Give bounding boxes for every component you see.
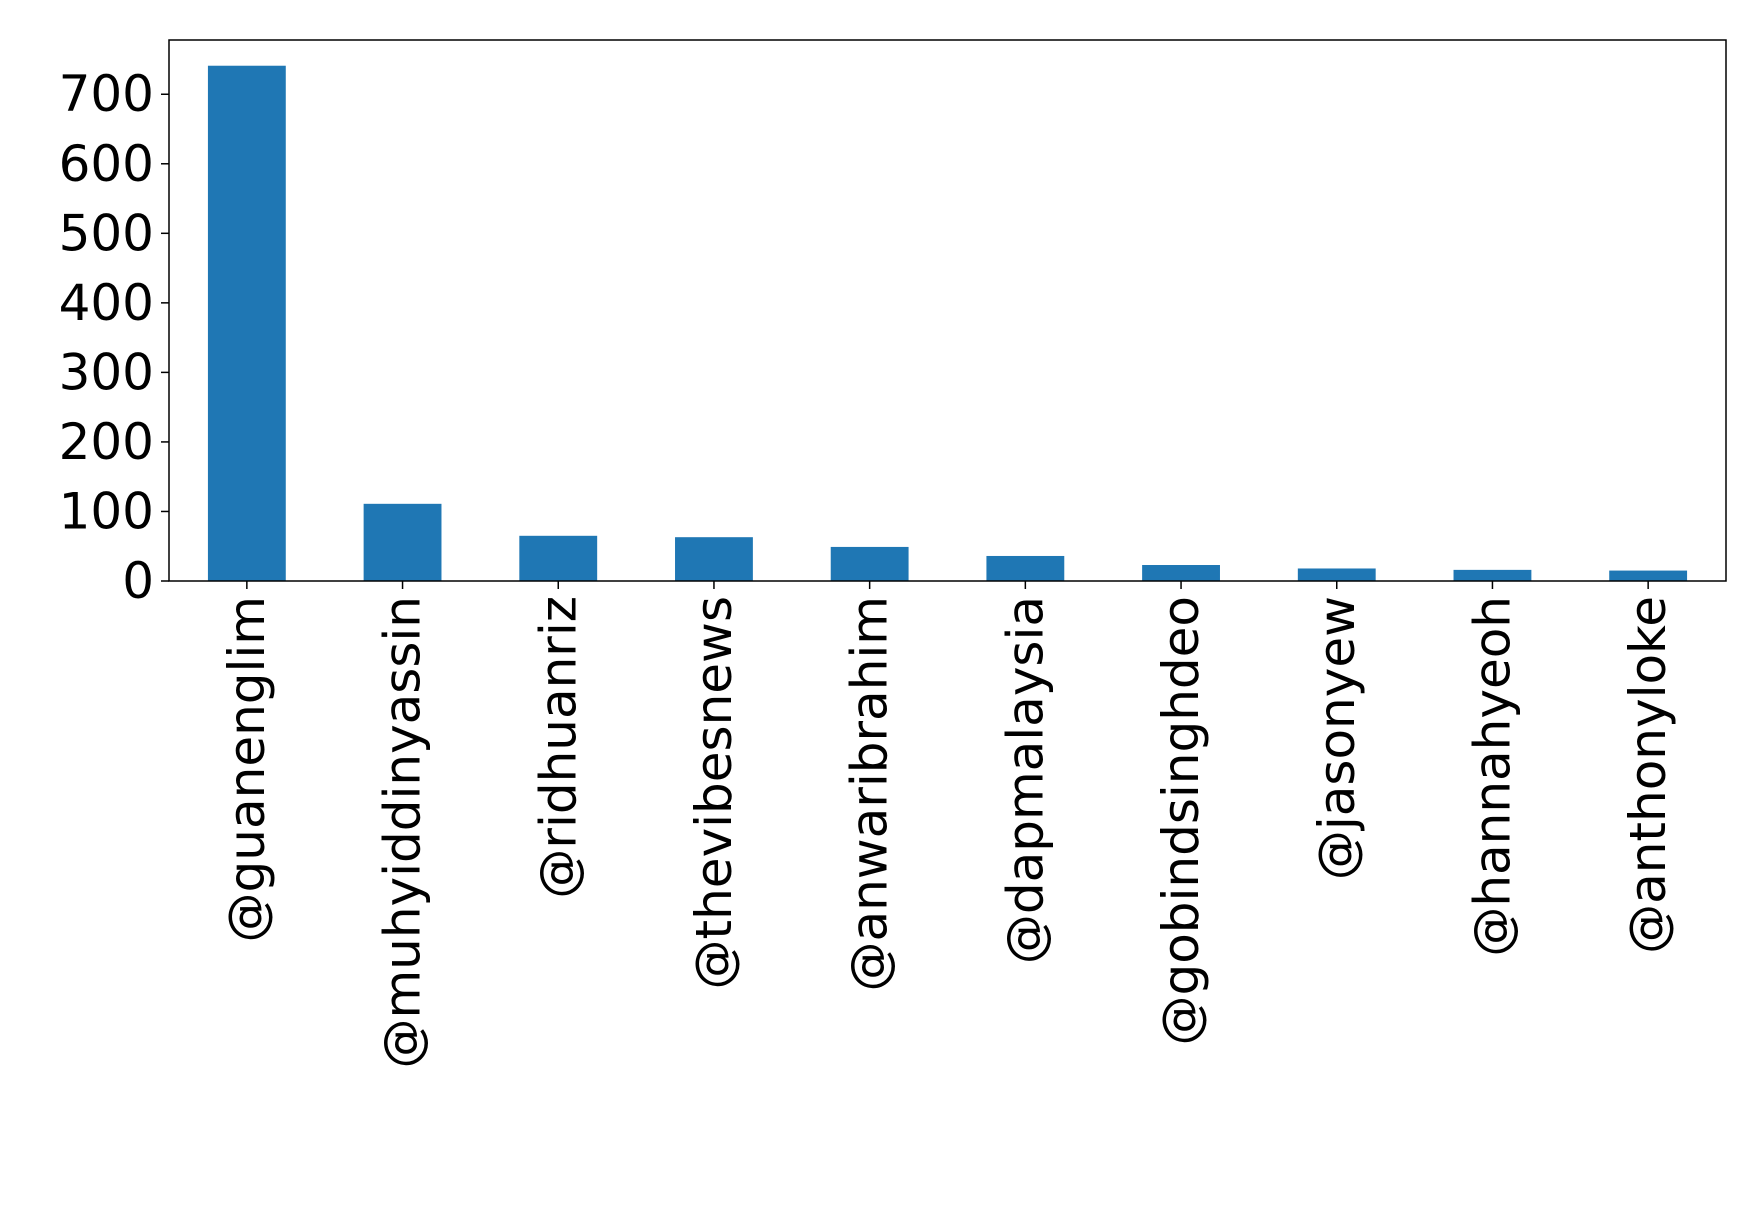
- x-tick-label: @ridhuanriz: [529, 596, 587, 899]
- y-tick-label: 300: [59, 343, 154, 401]
- x-tick-label: @jasonyew: [1308, 596, 1366, 880]
- y-tick-label: 0: [122, 552, 154, 610]
- bar-thevibesnews: [675, 537, 753, 581]
- bar-jasonyew: [1297, 568, 1376, 581]
- y-tick-label: 600: [59, 135, 154, 193]
- bar-hannahyeoh: [1453, 569, 1532, 581]
- bar-muhyiddinyassin: [363, 503, 442, 581]
- y-tick-label: 500: [59, 204, 154, 262]
- y-tick-label: 200: [59, 413, 154, 471]
- bar-ridhuanriz: [519, 535, 598, 581]
- y-tick-label: 400: [59, 274, 154, 332]
- x-tick-label: @anwaribrahim: [841, 596, 899, 992]
- x-tick-label: @gobindsinghdeo: [1152, 596, 1210, 1046]
- y-tick-label: 700: [59, 65, 154, 123]
- x-tick-label: @hannahyeoh: [1463, 596, 1521, 957]
- bar-anthonyloke: [1609, 570, 1688, 581]
- bar-anwaribrahim: [830, 546, 909, 581]
- x-axis: @guanenglim @muhyiddinyassin @ridhuanriz @t…: [218, 581, 1677, 1069]
- x-tick-label: @dapmalaysia: [996, 596, 1054, 964]
- y-axis: 0 100 200 300 400 500 600 700: [59, 65, 169, 610]
- bar-guanenglim: [207, 65, 286, 582]
- bars-group: [207, 65, 1688, 582]
- bar-dapmalaysia: [986, 555, 1065, 581]
- x-tick-label: @guanenglim: [218, 596, 276, 942]
- plot-frame: [168, 39, 1727, 582]
- x-tick-label: @muhyiddinyassin: [374, 596, 432, 1069]
- x-tick-label: @anthonyloke: [1619, 596, 1677, 954]
- y-tick-label: 100: [59, 482, 154, 540]
- x-tick-label: @thevibesnews: [685, 596, 743, 989]
- bar-gobindsinghdeo: [1142, 565, 1220, 581]
